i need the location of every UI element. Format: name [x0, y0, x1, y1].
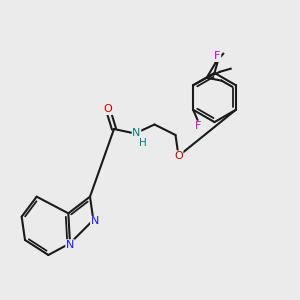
- Text: N: N: [132, 128, 141, 139]
- Text: N: N: [66, 240, 74, 250]
- Text: O: O: [174, 151, 183, 161]
- Text: N: N: [91, 217, 99, 226]
- Text: O: O: [103, 104, 112, 115]
- Text: F: F: [214, 51, 221, 62]
- Text: F: F: [194, 121, 201, 131]
- Text: H: H: [139, 137, 146, 148]
